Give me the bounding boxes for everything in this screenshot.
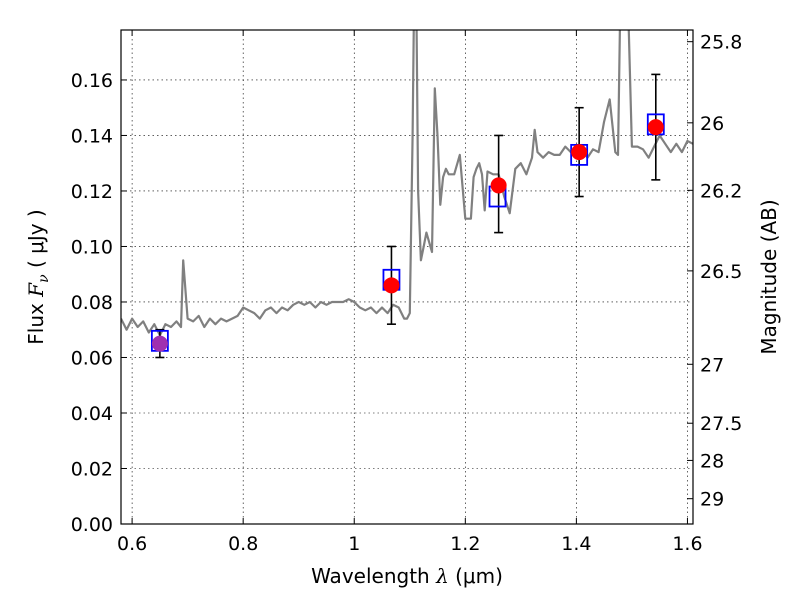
x-tick-label: 0.8 bbox=[228, 533, 258, 555]
y-tick-label: 0.08 bbox=[71, 292, 113, 314]
axis-ticks: 0.6 0.8 1 1.2 1.4 1.6 0.00 0.02 0.04 0.06 0.08 0.10… bbox=[71, 30, 742, 555]
y-tick-label: 0.02 bbox=[71, 458, 113, 480]
x-tick-label: 0.6 bbox=[117, 533, 147, 555]
y-tick-label: 0.10 bbox=[71, 236, 113, 258]
y-tick-label: 0.04 bbox=[71, 403, 113, 425]
y-tick-label: 0.00 bbox=[71, 514, 113, 536]
magnitude-tick-label: 26.2 bbox=[700, 180, 742, 202]
x-axis-label: Wavelength λ (μm) bbox=[311, 564, 503, 588]
magnitude-tick-label: 27.5 bbox=[700, 413, 742, 435]
plot-frame bbox=[120, 29, 694, 525]
y-tick-label: 0.16 bbox=[71, 70, 113, 92]
x-tick-label: 1.2 bbox=[450, 533, 480, 555]
magnitude-tick-label: 29 bbox=[700, 489, 724, 511]
y-tick-label: 0.12 bbox=[71, 181, 113, 203]
observed-circle-marker bbox=[490, 177, 507, 194]
grid-lines bbox=[121, 30, 693, 525]
y-tick-label: 0.14 bbox=[71, 125, 113, 147]
plot-area bbox=[121, 30, 693, 359]
magnitude-tick-label: 25.8 bbox=[700, 32, 742, 54]
magnitude-tick-label: 28 bbox=[700, 450, 724, 472]
magnitude-tick-label: 26.5 bbox=[700, 261, 742, 283]
observed-circle-marker bbox=[151, 335, 168, 352]
magnitude-tick-label: 26 bbox=[700, 113, 724, 135]
x-tick-label: 1.6 bbox=[672, 533, 702, 555]
observed-circle-marker bbox=[571, 144, 588, 161]
observed-circle-marker bbox=[383, 277, 400, 294]
x-tick-label: 1.4 bbox=[561, 533, 591, 555]
magnitude-tick-label: 27 bbox=[700, 354, 724, 376]
magnitude-axis-label: Magnitude (AB) bbox=[757, 199, 781, 354]
y-tick-label: 0.06 bbox=[71, 347, 113, 369]
spectrum-line bbox=[121, 30, 693, 337]
x-tick-label: 1 bbox=[348, 533, 360, 555]
observed-circle-marker bbox=[647, 119, 664, 136]
y-axis-label: Flux Fν ( μJy ) bbox=[24, 209, 52, 344]
